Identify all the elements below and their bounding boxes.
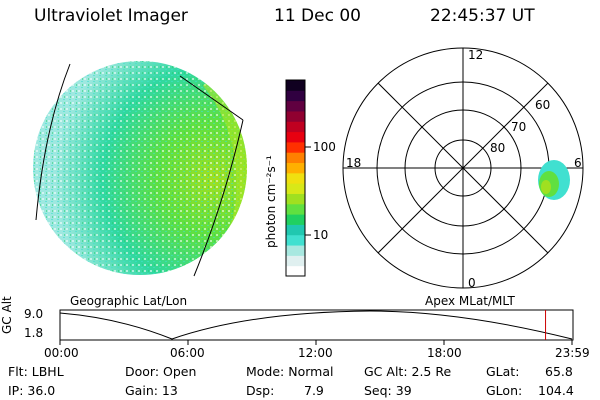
instrument-title: Ultraviolet Imager xyxy=(34,6,188,26)
earth-disk xyxy=(33,61,247,275)
colorbar-segment xyxy=(286,100,305,112)
altitude-xtick-3: 18:00 xyxy=(427,346,462,360)
altitude-xtick-1: 06:00 xyxy=(170,346,205,360)
colorbar-segment xyxy=(286,193,305,205)
colorbar-segment xyxy=(286,141,305,153)
colorbar-tick-100: 100 xyxy=(313,140,336,154)
altitude-xtick-4: 23:59 xyxy=(555,346,590,360)
map-line-left xyxy=(35,63,71,221)
status-mode: Mode: Normal xyxy=(246,364,334,379)
colorbar-segment xyxy=(286,152,305,164)
date-label: 11 Dec 00 xyxy=(274,6,361,26)
map-line-top xyxy=(179,75,244,121)
colorbar-segment xyxy=(286,183,305,194)
colorbar-segment xyxy=(286,245,305,256)
mlt-label-18: 18 xyxy=(346,156,362,170)
altitude-ylabel: GC Alt xyxy=(0,296,14,334)
colorbar-segment xyxy=(286,234,305,246)
colorbar-label: photon cm⁻²s⁻¹ xyxy=(264,155,278,248)
colorbar-segment xyxy=(286,80,305,91)
mlt-label-12: 12 xyxy=(468,48,484,62)
lat-label-70: 70 xyxy=(511,120,527,134)
colorbar-segment xyxy=(286,162,305,174)
altitude-ytick-9: 9.0 xyxy=(24,307,44,321)
colorbar-segment xyxy=(286,121,305,133)
status-dsp-label: Dsp: xyxy=(246,383,275,398)
colorbar-segment xyxy=(286,265,305,277)
colorbar-segment xyxy=(286,110,305,122)
altitude-curve xyxy=(59,310,573,340)
mlt-label-0: 0 xyxy=(468,276,476,290)
status-seq: Seq: 39 xyxy=(364,383,412,398)
colorbar xyxy=(286,80,305,277)
status-glon-value: 104.4 xyxy=(538,383,574,398)
lat-label-80: 80 xyxy=(490,141,506,155)
time-label: 22:45:37 UT xyxy=(430,6,535,26)
lat-label-60: 60 xyxy=(535,98,551,112)
altitude-ytick-1: 1.8 xyxy=(24,326,44,340)
map-line-right xyxy=(193,119,244,277)
colorbar-segment xyxy=(286,172,305,184)
colorbar-segment xyxy=(286,224,305,236)
altitude-xtick-0: 00:00 xyxy=(44,346,79,360)
mlt-label-6: 6 xyxy=(574,156,582,170)
geographic-label: Geographic Lat/Lon xyxy=(70,294,188,308)
altitude-xtick-2: 12:00 xyxy=(298,346,333,360)
status-flt: Flt: LBHL xyxy=(8,364,64,379)
status-glat-label: GLat: xyxy=(486,364,520,379)
colorbar-tick-10: 10 xyxy=(313,228,329,242)
colorbar-segment xyxy=(286,214,305,225)
colorbar-segment xyxy=(286,255,305,267)
status-dsp-value: 7.9 xyxy=(304,383,324,398)
status-gc-alt: GC Alt: 2.5 Re xyxy=(364,364,452,379)
status-glon-label: GLon: xyxy=(486,383,523,398)
altitude-plot xyxy=(59,309,574,345)
colorbar-segment xyxy=(286,90,305,102)
colorbar-segment xyxy=(286,203,305,215)
status-gain: Gain: 13 xyxy=(125,383,178,398)
status-door: Door: Open xyxy=(125,364,197,379)
colorbar-segment xyxy=(286,131,305,143)
polar-plot xyxy=(342,47,584,289)
status-glat-value: 65.8 xyxy=(545,364,573,379)
status-ip: IP: 36.0 xyxy=(8,383,56,398)
apex-label: Apex MLat/MLT xyxy=(425,294,515,308)
